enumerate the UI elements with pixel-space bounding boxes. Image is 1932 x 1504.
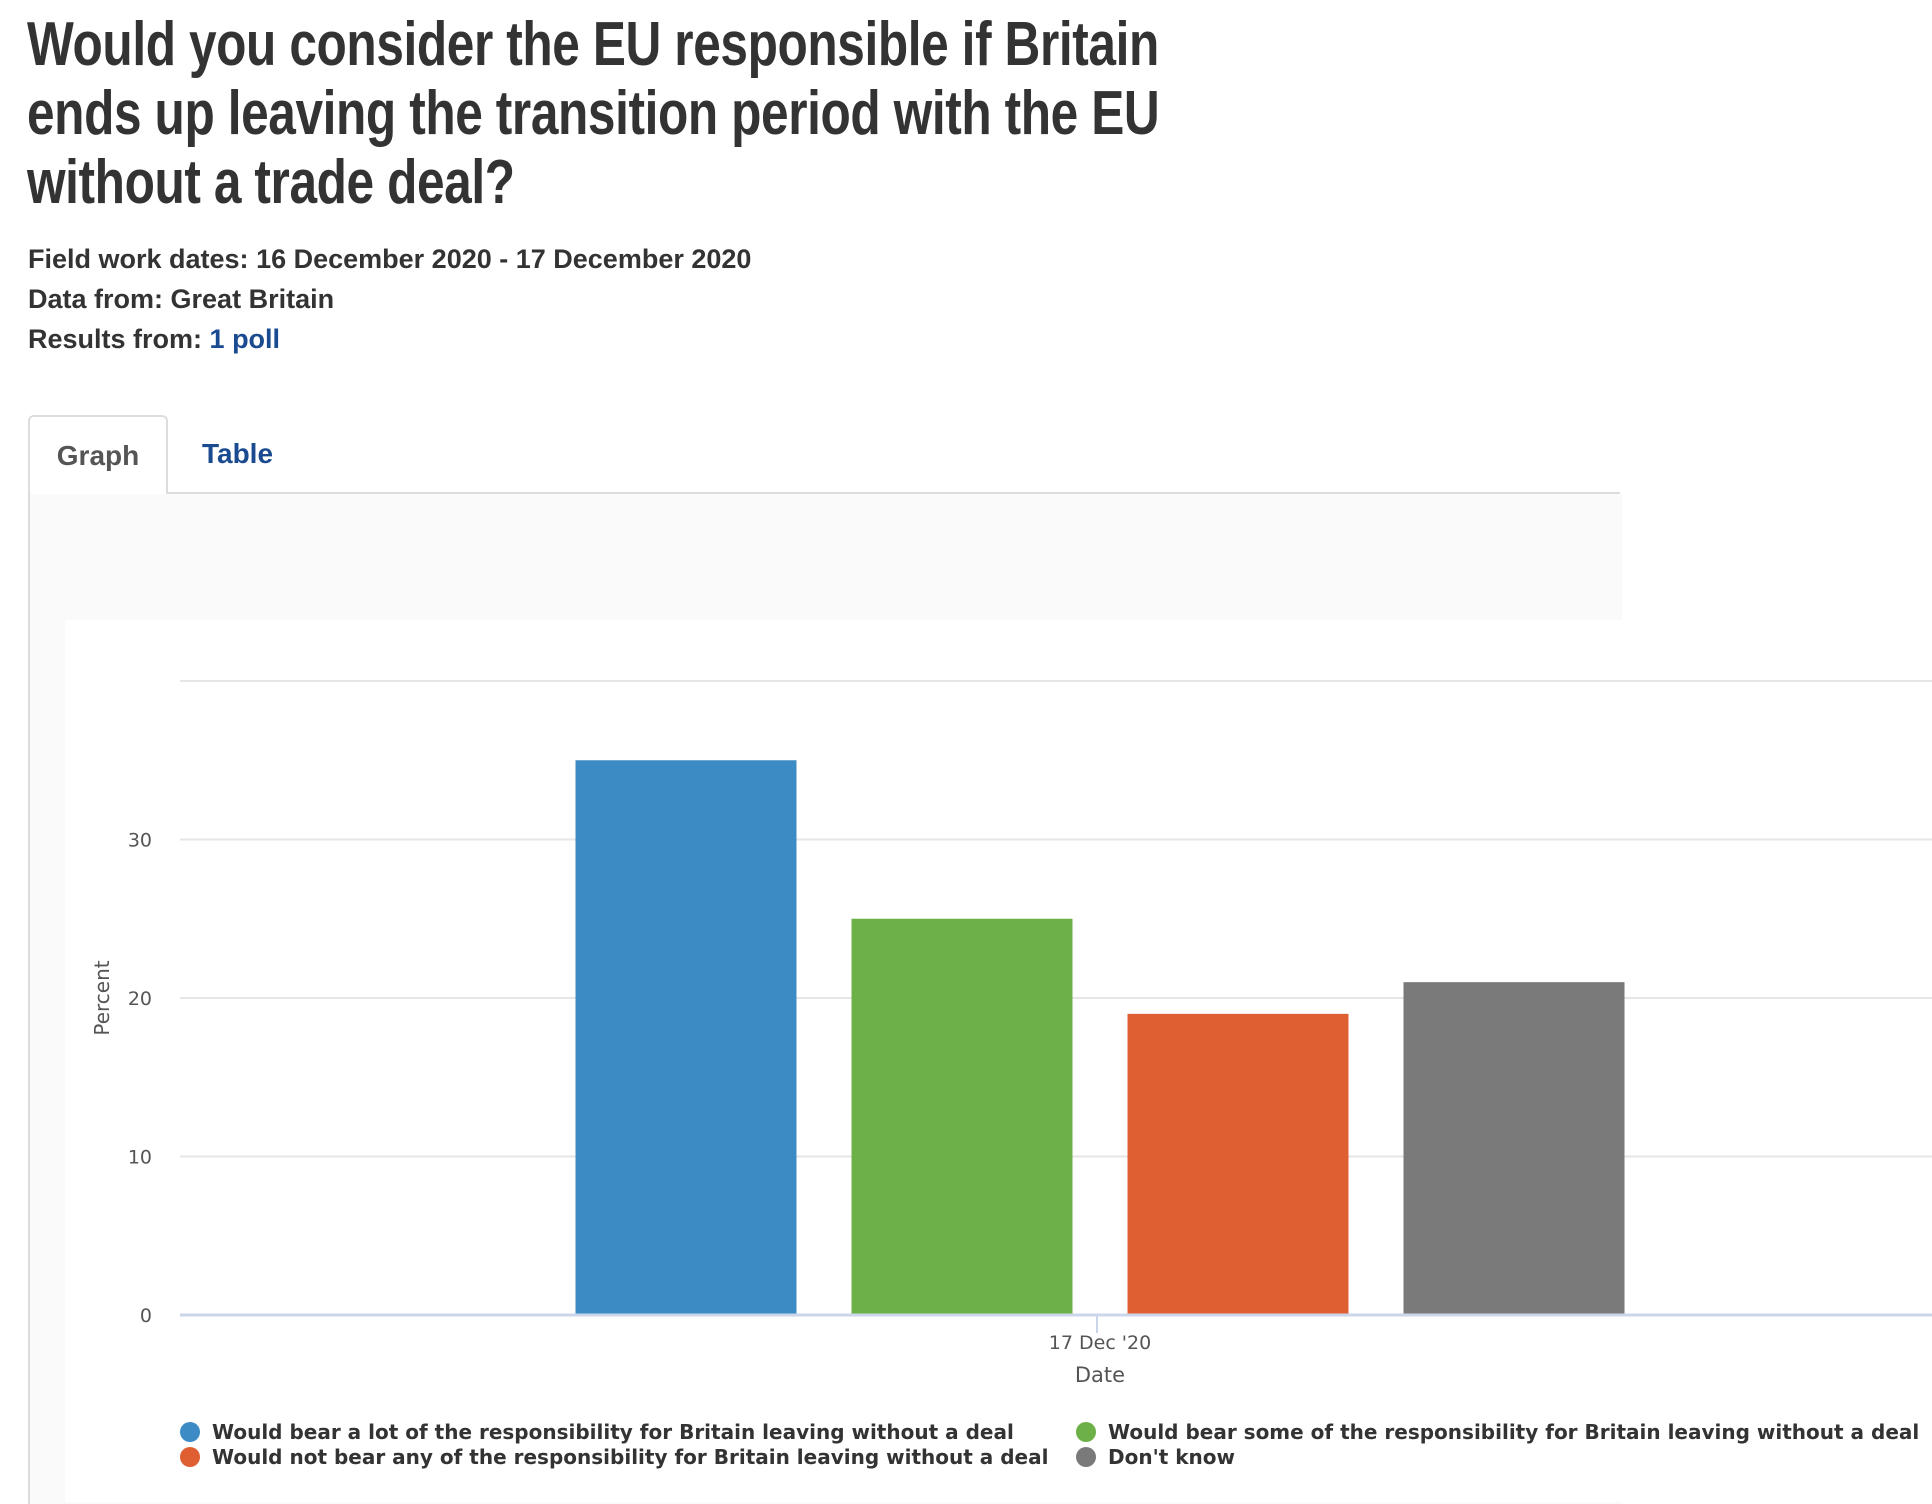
page-title: Would you consider the EU responsible if… bbox=[27, 10, 1307, 217]
legend-label: Would bear a lot of the responsibility f… bbox=[212, 1420, 1014, 1444]
fieldwork-value: 16 December 2020 - 17 December 2020 bbox=[256, 244, 752, 274]
results-from: Results from: 1 poll bbox=[28, 324, 280, 355]
tab-table[interactable]: Table bbox=[201, 438, 274, 469]
data-from-value: Great Britain bbox=[170, 284, 335, 314]
legend-marker-icon bbox=[180, 1447, 200, 1467]
tab-graph[interactable]: Graph bbox=[28, 415, 168, 494]
x-tick-label: 17 Dec '20 bbox=[1049, 1332, 1151, 1354]
y-tick-label: 30 bbox=[128, 830, 152, 852]
poll-link[interactable]: 1 poll bbox=[209, 324, 281, 354]
legend-label: Would not bear any of the responsibility… bbox=[212, 1445, 1049, 1469]
data-from: Data from: Great Britain bbox=[28, 284, 334, 315]
bar-4 bbox=[1403, 982, 1625, 1315]
fieldwork-label: Field work dates: bbox=[28, 244, 249, 274]
tab-bar-divider bbox=[28, 492, 1620, 494]
legend-marker-icon bbox=[180, 1422, 200, 1442]
bar-3 bbox=[1127, 1013, 1349, 1315]
y-tick-label: 20 bbox=[128, 988, 152, 1010]
legend-item[interactable]: Don't know bbox=[1076, 1445, 1235, 1469]
data-from-label: Data from: bbox=[28, 284, 164, 314]
results-label: Results from: bbox=[28, 324, 203, 354]
fieldwork-dates: Field work dates: 16 December 2020 - 17 … bbox=[28, 244, 751, 275]
legend-label: Don't know bbox=[1108, 1445, 1235, 1469]
legend-item[interactable]: Would bear some of the responsibility fo… bbox=[1076, 1420, 1919, 1444]
title-line: without a trade deal? bbox=[27, 148, 515, 217]
y-axis-title: Percent bbox=[90, 960, 114, 1035]
x-axis-title: Date bbox=[1075, 1363, 1125, 1387]
legend-label: Would bear some of the responsibility fo… bbox=[1108, 1420, 1920, 1444]
bar-2 bbox=[851, 918, 1073, 1315]
y-tick-label: 0 bbox=[140, 1305, 152, 1327]
bar-1 bbox=[575, 760, 797, 1315]
y-tick-label: 10 bbox=[128, 1147, 152, 1169]
legend-item[interactable]: Would bear a lot of the responsibility f… bbox=[180, 1420, 1014, 1444]
title-line: Would you consider the EU responsible if… bbox=[27, 10, 1159, 79]
legend-item[interactable]: Would not bear any of the responsibility… bbox=[180, 1445, 1048, 1469]
title-line: ends up leaving the transition period wi… bbox=[27, 79, 1160, 148]
legend-marker-icon bbox=[1076, 1422, 1096, 1442]
legend-marker-icon bbox=[1076, 1447, 1096, 1467]
